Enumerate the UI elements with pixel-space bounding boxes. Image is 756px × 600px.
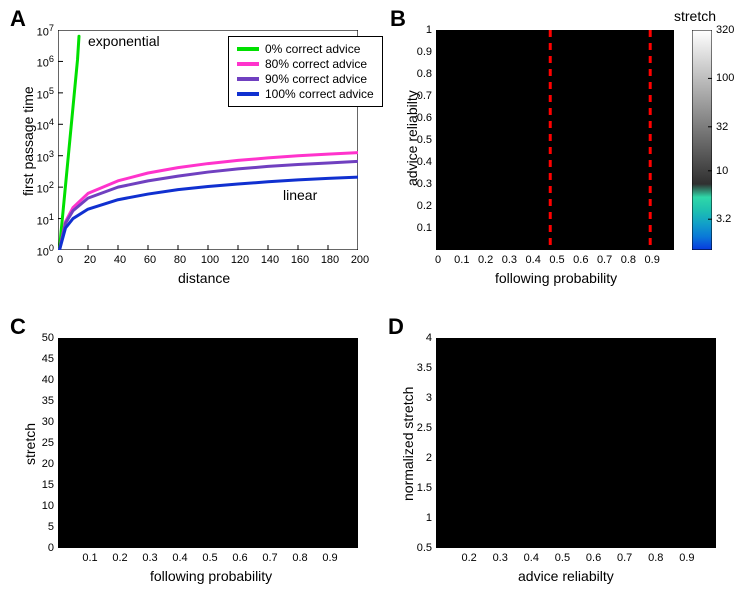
panel-c-xlabel: following probability xyxy=(150,568,272,584)
panel-c-ylabel: stretch xyxy=(22,423,38,465)
legend-label: 100% correct advice xyxy=(265,87,374,101)
panel-b-xlabel: following probability xyxy=(495,270,617,286)
panel-b xyxy=(436,30,674,250)
panel-b-cbar-title: stretch xyxy=(674,8,716,24)
legend-item: 0% correct advice xyxy=(237,42,374,56)
panel-b-heatmap xyxy=(436,30,674,250)
legend-swatch xyxy=(237,47,259,51)
legend-label: 90% correct advice xyxy=(265,72,367,86)
legend-swatch xyxy=(237,92,259,96)
panel-c xyxy=(58,338,358,548)
panel-b-ylabel: advice reliabilty xyxy=(404,90,420,186)
panel-d-label: D xyxy=(388,314,404,340)
legend-label: 0% correct advice xyxy=(265,42,360,56)
panel-a-legend: 0% correct advice80% correct advice90% c… xyxy=(228,36,383,107)
legend-swatch xyxy=(237,62,259,66)
panel-b-colorbar xyxy=(692,30,712,250)
panel-d xyxy=(436,338,716,548)
panel-a-label: A xyxy=(10,6,26,32)
panel-d-plot xyxy=(436,338,716,548)
panel-c-label: C xyxy=(10,314,26,340)
legend-swatch xyxy=(237,77,259,81)
panel-a-ylabel: first passage time xyxy=(20,86,36,196)
panel-d-ylabel: normalized stretch xyxy=(400,386,416,500)
legend-item: 90% correct advice xyxy=(237,72,374,86)
figure-root: 0204060801001201401601802001001011021031… xyxy=(0,0,756,600)
panel-a-xlabel: distance xyxy=(178,270,230,286)
panel-d-xlabel: advice reliabilty xyxy=(518,568,614,584)
legend-label: 80% correct advice xyxy=(265,57,367,71)
legend-item: 100% correct advice xyxy=(237,87,374,101)
panel-b-label: B xyxy=(390,6,406,32)
legend-item: 80% correct advice xyxy=(237,57,374,71)
panel-c-plot xyxy=(58,338,358,548)
